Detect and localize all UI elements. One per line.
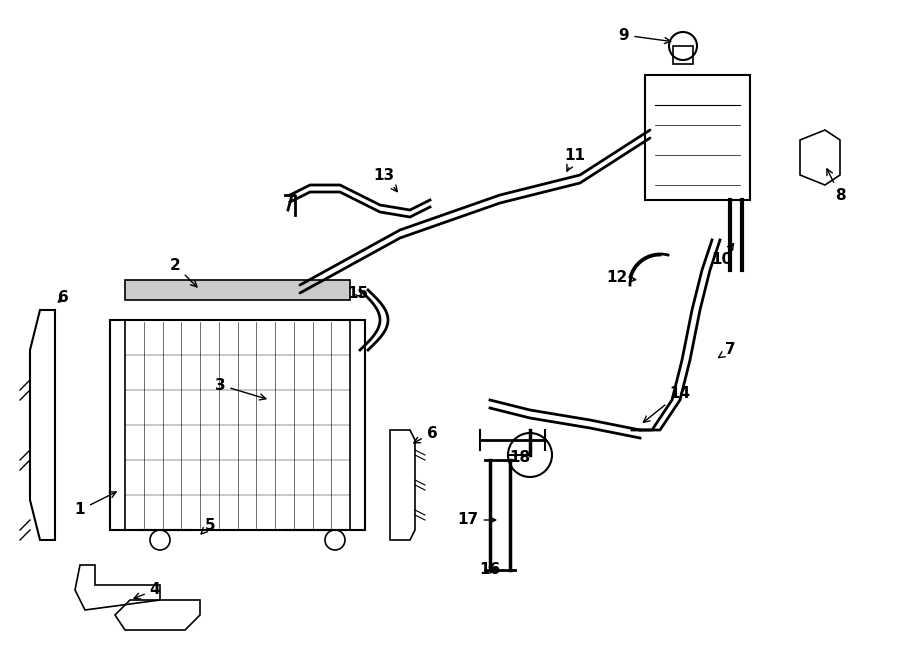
Text: 15: 15	[347, 286, 369, 301]
Text: 8: 8	[827, 169, 845, 202]
Text: 13: 13	[374, 167, 397, 192]
Text: 17: 17	[457, 512, 496, 527]
Text: 5: 5	[201, 518, 215, 534]
Text: 10: 10	[711, 243, 733, 268]
Text: 11: 11	[564, 147, 586, 171]
Text: 18: 18	[509, 451, 531, 465]
Text: 6: 6	[414, 426, 437, 443]
Text: 14: 14	[644, 385, 690, 422]
Bar	[645, 75, 750, 200]
Bar	[110, 320, 365, 530]
Text: 16: 16	[480, 563, 500, 578]
Text: 2: 2	[169, 258, 197, 287]
Text: 7: 7	[718, 342, 735, 358]
Text: 4: 4	[134, 582, 160, 599]
Bar	[125, 280, 350, 300]
Text: 6: 6	[58, 290, 68, 305]
Text: 9: 9	[618, 28, 670, 44]
Text: 12: 12	[607, 270, 635, 286]
Bar	[673, 46, 693, 64]
Text: 3: 3	[215, 377, 266, 400]
Text: 1: 1	[75, 492, 116, 518]
